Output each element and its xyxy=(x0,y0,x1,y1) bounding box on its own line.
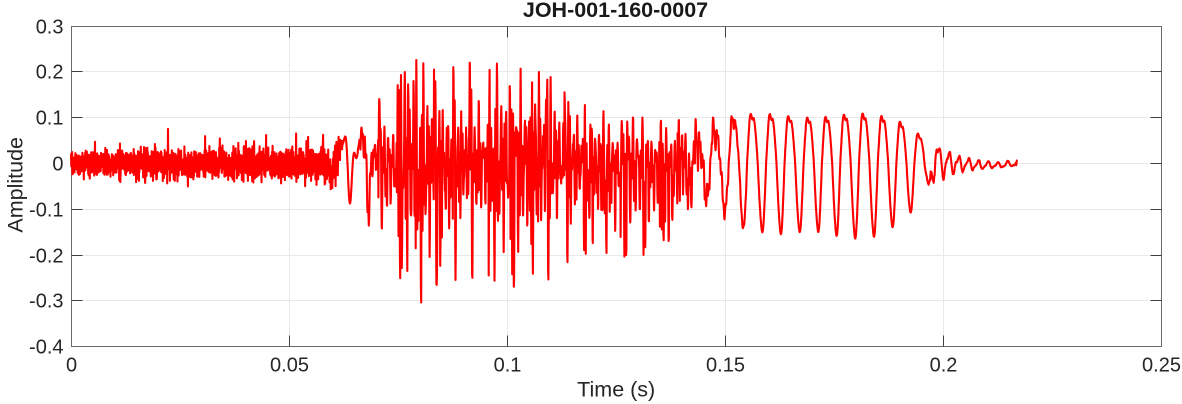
svg-text:0.15: 0.15 xyxy=(706,355,745,377)
svg-text:0.1: 0.1 xyxy=(36,108,64,130)
svg-text:JOH-001-160-0007: JOH-001-160-0007 xyxy=(523,0,708,22)
svg-text:0: 0 xyxy=(66,355,77,377)
svg-text:-0.4: -0.4 xyxy=(29,337,63,359)
svg-text:0.2: 0.2 xyxy=(930,355,958,377)
svg-text:-0.3: -0.3 xyxy=(29,291,63,313)
svg-text:Amplitude: Amplitude xyxy=(4,137,28,233)
svg-text:-0.1: -0.1 xyxy=(29,200,63,222)
svg-text:0.25: 0.25 xyxy=(1142,355,1181,377)
svg-text:0.3: 0.3 xyxy=(36,17,64,39)
svg-text:0.05: 0.05 xyxy=(270,355,309,377)
svg-text:Time (s): Time (s) xyxy=(577,378,655,402)
svg-text:-0.2: -0.2 xyxy=(29,246,63,268)
svg-text:0: 0 xyxy=(52,154,63,176)
svg-text:0.2: 0.2 xyxy=(36,62,64,84)
svg-text:0.1: 0.1 xyxy=(494,355,522,377)
